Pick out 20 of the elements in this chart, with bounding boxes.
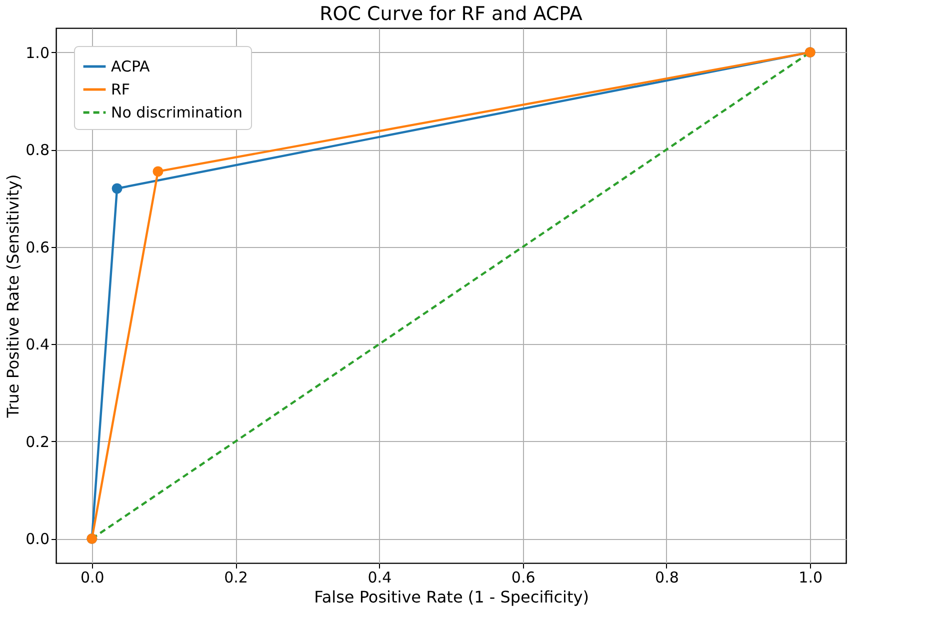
x-tick-label: 1.0 — [798, 568, 823, 586]
x-tick-label: 0.6 — [511, 568, 536, 586]
x-tick-label: 0.0 — [80, 568, 104, 586]
x-tick-label: 0.4 — [368, 568, 392, 586]
y-tick-label: 1.0 — [26, 44, 50, 62]
x-axis-title: False Positive Rate (1 - Specificity) — [314, 588, 589, 606]
y-tick-label: 0.4 — [26, 336, 50, 354]
x-tick-label: 0.8 — [655, 568, 679, 586]
y-tick-label: 0.0 — [26, 530, 50, 548]
y-tick-label: 0.8 — [26, 141, 50, 160]
y-axis-title: True Positive Rate (Sensitivity) — [4, 174, 23, 419]
legend-label: RF — [111, 80, 130, 98]
y-tick-label: 0.6 — [26, 238, 50, 256]
y-tick-label: 0.2 — [26, 432, 50, 451]
x-tick-label: 0.2 — [224, 568, 248, 586]
point — [112, 183, 122, 194]
legend-label: ACPA — [111, 58, 151, 76]
point — [152, 166, 164, 177]
chart-title: ROC Curve for RF and ACPA — [320, 3, 582, 25]
legend-label: No discrimination — [111, 104, 242, 122]
